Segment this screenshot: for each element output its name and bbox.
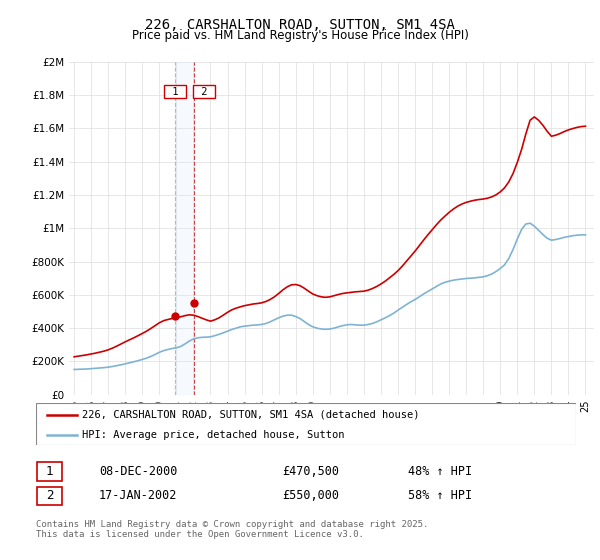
Text: 226, CARSHALTON ROAD, SUTTON, SM1 4SA (detached house): 226, CARSHALTON ROAD, SUTTON, SM1 4SA (d… [82, 410, 419, 420]
Text: 08-DEC-2000: 08-DEC-2000 [99, 465, 178, 478]
Text: £470,500: £470,500 [282, 465, 339, 478]
Text: Contains HM Land Registry data © Crown copyright and database right 2025.
This d: Contains HM Land Registry data © Crown c… [36, 520, 428, 539]
Text: £550,000: £550,000 [282, 489, 339, 502]
Text: HPI: Average price, detached house, Sutton: HPI: Average price, detached house, Sutt… [82, 430, 344, 440]
Text: 1: 1 [166, 87, 184, 97]
Text: 48% ↑ HPI: 48% ↑ HPI [408, 465, 472, 478]
FancyBboxPatch shape [37, 487, 62, 505]
FancyBboxPatch shape [36, 403, 576, 445]
Text: 226, CARSHALTON ROAD, SUTTON, SM1 4SA: 226, CARSHALTON ROAD, SUTTON, SM1 4SA [145, 18, 455, 32]
FancyBboxPatch shape [37, 463, 62, 480]
Text: 1: 1 [46, 465, 53, 478]
Text: 2: 2 [46, 489, 53, 502]
Text: 17-JAN-2002: 17-JAN-2002 [99, 489, 178, 502]
Text: 58% ↑ HPI: 58% ↑ HPI [408, 489, 472, 502]
Text: 2: 2 [195, 87, 214, 97]
Text: Price paid vs. HM Land Registry's House Price Index (HPI): Price paid vs. HM Land Registry's House … [131, 29, 469, 42]
Bar [175, 62, 194, 395]
